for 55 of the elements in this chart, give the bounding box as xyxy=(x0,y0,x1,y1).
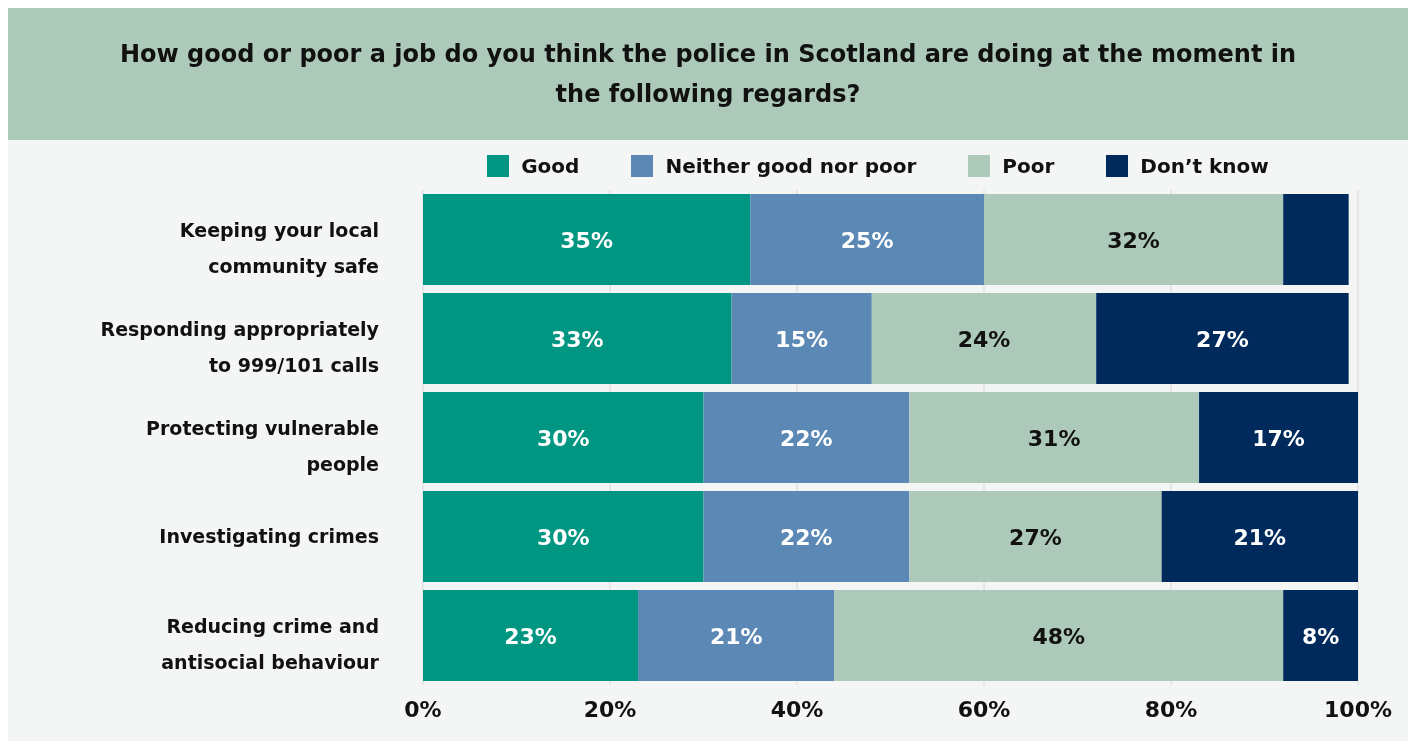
data-label: 33% xyxy=(550,326,604,352)
legend-label: Poor xyxy=(1002,154,1055,178)
x-tick-label: 80% xyxy=(1144,696,1198,722)
x-tick-label: 0% xyxy=(404,696,442,722)
data-label: 48% xyxy=(1032,623,1086,649)
data-label: 30% xyxy=(536,425,590,451)
bar xyxy=(909,392,1200,483)
bar xyxy=(750,194,984,285)
y-tick-label: Keeping your local community safe xyxy=(179,218,379,277)
data-label: 17% xyxy=(1252,425,1305,451)
data-label: 24% xyxy=(957,326,1011,352)
bar xyxy=(423,491,704,582)
y-tick-label: Reducing crime and antisocial behaviour xyxy=(161,614,380,673)
bar xyxy=(834,590,1284,681)
x-tick-label: 60% xyxy=(957,696,1011,722)
data-label: 21% xyxy=(1233,524,1287,550)
data-label: 27% xyxy=(1196,326,1249,352)
data-label: 25% xyxy=(840,227,894,253)
data-label: 15% xyxy=(775,326,829,352)
y-tick-label: Responding appropriately to 999/101 calls xyxy=(100,317,380,376)
data-label: 8% xyxy=(1301,623,1340,649)
data-label: 21% xyxy=(709,623,763,649)
data-label: 32% xyxy=(1107,227,1160,253)
legend-label: Don’t know xyxy=(1140,154,1269,178)
y-tick-label: Investigating crimes xyxy=(159,524,379,547)
bar xyxy=(1199,392,1358,483)
data-label: 22% xyxy=(780,524,833,550)
legend-label: Good xyxy=(521,154,580,178)
bar xyxy=(1283,590,1358,681)
bar xyxy=(731,293,872,384)
bar xyxy=(1283,194,1349,285)
data-label: 30% xyxy=(536,524,590,550)
data-label: 22% xyxy=(780,425,833,451)
bar xyxy=(984,194,1284,285)
bar xyxy=(1161,491,1358,582)
bar xyxy=(423,590,639,681)
bar xyxy=(871,293,1097,384)
bar xyxy=(703,392,910,483)
legend-label: Neither good nor poor xyxy=(665,154,917,178)
data-label: 27% xyxy=(1009,524,1062,550)
bar xyxy=(423,392,704,483)
bar xyxy=(638,590,835,681)
x-tick-label: 40% xyxy=(770,696,824,722)
bar xyxy=(909,491,1162,582)
data-label: 23% xyxy=(504,623,557,649)
data-label: 31% xyxy=(1027,425,1081,451)
bar xyxy=(423,293,732,384)
bar xyxy=(703,491,910,582)
y-tick-label: Protecting vulnerable people xyxy=(146,416,379,475)
x-tick-label: 20% xyxy=(583,696,637,722)
bar xyxy=(423,194,751,285)
bar xyxy=(1096,293,1349,384)
data-label: 35% xyxy=(560,227,613,253)
chart-title: How good or poor a job do you think the police in Scotland are doing at the moment in the following regards? xyxy=(118,39,1298,110)
x-tick-label: 100% xyxy=(1324,696,1392,722)
